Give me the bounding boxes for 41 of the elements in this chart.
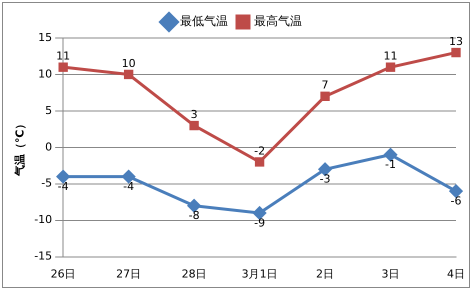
point	[189, 120, 199, 130]
point	[384, 148, 398, 162]
point	[386, 62, 396, 72]
x-tick-label: 28日	[182, 267, 207, 280]
data-label: 7	[322, 78, 329, 92]
data-label: -4	[58, 180, 69, 193]
x-tick-label: 3月1日	[242, 267, 278, 280]
y-tick-label: 5	[45, 104, 52, 117]
y-tick-label: 10	[38, 67, 52, 80]
data-label: 10	[122, 56, 136, 70]
x-tick-label: 4日	[447, 267, 465, 280]
x-tick-label: 3日	[382, 267, 400, 280]
x-tick-label: 26日	[50, 267, 76, 280]
y-tick-label: -10	[34, 213, 52, 226]
point	[122, 170, 136, 184]
data-label: -4	[123, 180, 134, 193]
y-tick-label: 15	[38, 30, 52, 44]
point	[254, 157, 264, 167]
point	[253, 206, 266, 220]
data-label: -2	[254, 144, 266, 158]
point	[58, 62, 68, 72]
data-label: 3	[190, 108, 198, 121]
y-tick-label: -5	[41, 176, 52, 190]
data-label: -6	[450, 194, 462, 208]
legend-label: 最低气温	[180, 14, 228, 28]
point	[320, 92, 330, 102]
data-label: 11	[56, 50, 70, 63]
y-tick-label: 0	[45, 140, 52, 154]
data-label: -3	[320, 172, 331, 186]
x-tick-label: 2日	[316, 267, 334, 280]
point	[451, 48, 461, 58]
point	[124, 70, 134, 80]
data-label: -8	[188, 209, 200, 222]
data-label: 11	[384, 50, 398, 63]
data-label: 13	[449, 34, 463, 48]
y-axis-title: 气温（℃）	[13, 118, 26, 178]
data-label: -9	[254, 216, 266, 230]
legend-label: 最高气温	[254, 14, 302, 28]
x-tick-label: 27日	[116, 267, 142, 280]
data-label: -1	[385, 158, 396, 172]
y-tick-label: -15	[34, 250, 52, 263]
